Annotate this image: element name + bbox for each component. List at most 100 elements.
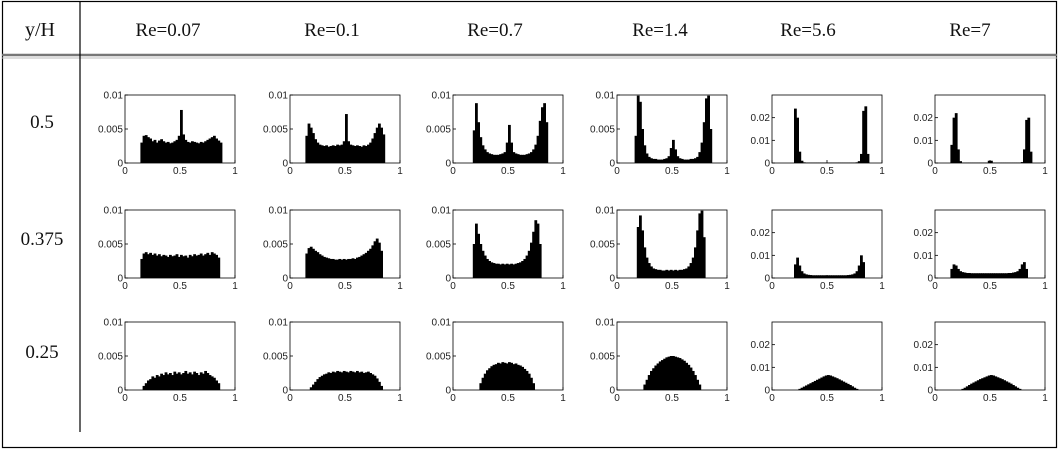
histogram-bar [680, 269, 684, 278]
y-tick-label: 0.005 [426, 125, 451, 136]
row-header: 0.375 [21, 229, 64, 250]
histogram-bar [634, 135, 638, 163]
histogram-bar [364, 252, 368, 278]
histogram-bar [809, 383, 813, 390]
histogram-bar [309, 246, 313, 278]
histogram-bar [318, 254, 322, 278]
x-tick-label: 0.5 [983, 393, 997, 404]
histogram-bar [173, 255, 177, 278]
histogram-bar [153, 377, 157, 390]
histogram-bar [523, 368, 527, 390]
histogram-bar [162, 375, 166, 390]
histogram-bar [169, 143, 172, 163]
histogram-bar [798, 388, 802, 390]
y-tick-label: 0 [282, 274, 288, 285]
y-tick-label: 0 [927, 386, 933, 397]
plot-frame [934, 209, 1046, 279]
histogram-bar [375, 238, 379, 278]
histogram-bar [329, 146, 333, 163]
histogram-bar [362, 145, 366, 163]
x-tick-label: 1 [1042, 281, 1048, 292]
histogram-bar [851, 274, 854, 278]
histogram-bar [342, 258, 346, 278]
histogram-bar [373, 375, 377, 390]
column-header: Re=0.7 [467, 20, 523, 41]
histogram-bar [360, 146, 364, 163]
histogram-bar [338, 371, 342, 390]
histogram-bar [994, 376, 998, 390]
x-tick-label: 1 [560, 166, 566, 177]
row-headers: 0.5 0.375 0.25 [21, 112, 64, 363]
histogram-bar [494, 154, 498, 163]
histogram-bar [696, 379, 699, 390]
histogram-bar [492, 364, 496, 390]
histogram-bar [358, 372, 361, 390]
histogram-bar [965, 273, 969, 278]
y-tick-label: 0.005 [98, 240, 123, 251]
histogram-bar [665, 269, 669, 278]
histogram-bar [369, 248, 372, 278]
column-header: Re=7 [949, 20, 990, 41]
histogram-bar [364, 146, 368, 163]
histogram-bar [340, 372, 344, 390]
histogram-bar [349, 370, 353, 390]
histogram-bar [351, 371, 355, 390]
histogram-bar [857, 265, 861, 278]
histogram-panel: 0 0.005 0.01 0 0.5 1 [98, 91, 238, 178]
histogram-bar [182, 134, 185, 163]
histogram-bar [794, 264, 797, 278]
x-tick-label: 1 [879, 166, 885, 177]
histogram-bar [661, 270, 664, 278]
histogram-bar [162, 141, 166, 163]
histogram-bar [336, 144, 339, 163]
histogram-bar [512, 152, 516, 163]
y-tick-label: 0.01 [269, 91, 289, 102]
histogram-bar [204, 370, 207, 390]
histogram-bar [689, 263, 693, 278]
x-tick-label: 1 [1042, 166, 1048, 177]
histogram-bar [1001, 273, 1004, 278]
x-tick-label: 0.5 [338, 281, 352, 292]
histogram-panel: 0 0.005 0.01 0 0.5 1 [426, 91, 566, 178]
histogram-bar [678, 158, 682, 163]
histogram-bar [954, 265, 958, 278]
histogram-bar [521, 154, 524, 163]
histogram-bar [512, 264, 516, 278]
histogram-bar [525, 154, 529, 163]
histogram-bar [334, 372, 337, 390]
histogram-bar [818, 275, 821, 278]
histogram-bar [643, 384, 647, 390]
histogram-bar [371, 245, 375, 278]
histogram-bar [974, 381, 978, 390]
histogram-bar [329, 258, 333, 278]
x-tick-label: 0.5 [173, 393, 187, 404]
histogram-bar [175, 139, 179, 163]
histogram-bar [193, 371, 196, 390]
histogram-bar [338, 145, 342, 163]
histogram-bar [650, 370, 653, 390]
histogram-bar [532, 149, 535, 163]
histogram-bar [142, 253, 146, 278]
histogram-bar [193, 141, 196, 163]
histogram-bar [345, 114, 348, 163]
histogram-bar [490, 154, 494, 163]
histogram-bar [1023, 149, 1026, 163]
histogram-bar [142, 385, 146, 390]
histogram-bar [505, 142, 509, 163]
histogram-bar [505, 363, 509, 390]
y-tick-label: 0.01 [269, 206, 289, 217]
histogram-panel: 0 0.005 0.01 0 0.5 1 [263, 318, 403, 405]
histogram-bar [654, 365, 658, 390]
histogram-bar [950, 144, 954, 163]
histogram-bar [494, 364, 498, 390]
histogram-bar [1016, 387, 1020, 390]
histogram-bar [197, 375, 201, 390]
y-tick-label: 0.01 [596, 206, 616, 217]
histogram-bar [305, 135, 309, 163]
histogram-bar [342, 141, 346, 163]
y-tick-label: 0.005 [590, 240, 615, 251]
histogram-bar [177, 256, 181, 278]
row-header: 0.25 [25, 342, 58, 363]
histogram-bar [661, 360, 664, 390]
histogram-bar [656, 269, 660, 278]
